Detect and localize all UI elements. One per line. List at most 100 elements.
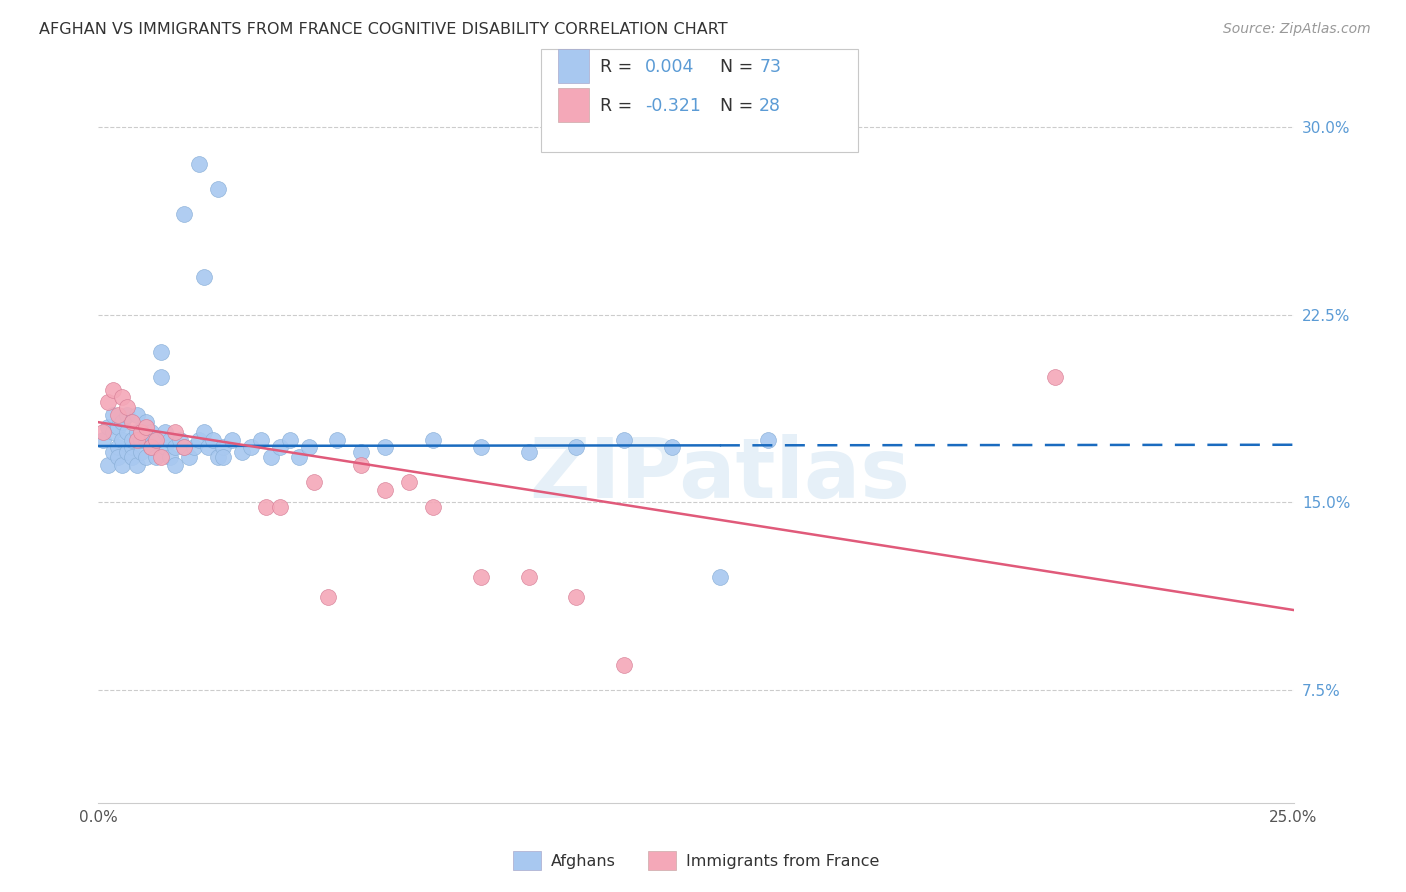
- Point: [139, 440, 162, 454]
- Point: [149, 345, 172, 359]
- Point: [183, 440, 205, 454]
- Point: [173, 440, 195, 454]
- Point: [125, 425, 148, 440]
- Point: [1043, 370, 1066, 384]
- Point: [565, 591, 588, 605]
- Point: [163, 440, 186, 454]
- Point: [107, 440, 129, 454]
- Point: [173, 440, 195, 454]
- Point: [259, 450, 281, 465]
- Point: [121, 450, 143, 465]
- Point: [169, 433, 191, 447]
- Point: [155, 440, 177, 454]
- Point: [101, 408, 124, 422]
- Point: [101, 425, 124, 440]
- Text: R =: R =: [600, 58, 638, 76]
- Text: ZIPatlas: ZIPatlas: [530, 434, 910, 515]
- Point: [298, 440, 321, 454]
- Point: [125, 458, 148, 472]
- Point: [125, 433, 148, 447]
- Point: [207, 450, 229, 465]
- Point: [139, 425, 162, 440]
- Point: [193, 425, 215, 440]
- Text: 73: 73: [759, 58, 782, 76]
- Point: [163, 425, 186, 440]
- Point: [350, 445, 373, 459]
- Point: [613, 658, 636, 673]
- Point: [398, 475, 420, 490]
- Point: [135, 420, 157, 434]
- Point: [131, 445, 153, 459]
- Text: N =: N =: [720, 97, 759, 115]
- Point: [422, 433, 444, 447]
- Point: [139, 440, 162, 454]
- Point: [155, 425, 177, 440]
- Point: [111, 433, 134, 447]
- Point: [159, 450, 181, 465]
- Point: [107, 450, 129, 465]
- Point: [159, 433, 181, 447]
- Point: [111, 390, 134, 404]
- Point: [350, 458, 373, 472]
- Point: [202, 433, 225, 447]
- Point: [250, 433, 273, 447]
- Point: [207, 182, 229, 196]
- Point: [115, 445, 138, 459]
- Point: [111, 415, 134, 429]
- Point: [211, 440, 233, 454]
- Point: [326, 433, 349, 447]
- Point: [145, 433, 167, 447]
- Point: [145, 450, 167, 465]
- Point: [91, 433, 114, 447]
- Point: [661, 440, 683, 454]
- Point: [240, 440, 263, 454]
- Point: [193, 270, 215, 285]
- Text: 28: 28: [759, 97, 782, 115]
- Point: [709, 570, 731, 584]
- Point: [115, 425, 138, 440]
- Point: [517, 445, 540, 459]
- Point: [135, 433, 157, 447]
- Point: [107, 408, 129, 422]
- Point: [149, 370, 172, 384]
- Point: [254, 500, 277, 515]
- Point: [115, 408, 138, 422]
- Point: [374, 440, 396, 454]
- Point: [131, 433, 153, 447]
- Point: [101, 445, 124, 459]
- Point: [470, 570, 492, 584]
- Point: [187, 433, 209, 447]
- Point: [121, 440, 143, 454]
- Text: AFGHAN VS IMMIGRANTS FROM FRANCE COGNITIVE DISABILITY CORRELATION CHART: AFGHAN VS IMMIGRANTS FROM FRANCE COGNITI…: [39, 22, 728, 37]
- Point: [470, 440, 492, 454]
- Point: [302, 475, 325, 490]
- Point: [121, 433, 143, 447]
- Point: [231, 445, 253, 459]
- Point: [131, 425, 153, 440]
- Point: [149, 450, 172, 465]
- Point: [613, 433, 636, 447]
- Text: -0.321: -0.321: [645, 97, 702, 115]
- Point: [97, 420, 120, 434]
- Point: [115, 400, 138, 414]
- Text: 0.004: 0.004: [645, 58, 695, 76]
- Point: [278, 433, 301, 447]
- Point: [316, 591, 339, 605]
- Point: [91, 425, 114, 440]
- Point: [517, 570, 540, 584]
- Legend: Afghans, Immigrants from France: Afghans, Immigrants from France: [506, 845, 886, 877]
- Point: [121, 415, 143, 429]
- Point: [211, 450, 233, 465]
- Point: [374, 483, 396, 497]
- Point: [269, 440, 291, 454]
- Point: [422, 500, 444, 515]
- Point: [269, 500, 291, 515]
- Point: [163, 458, 186, 472]
- Point: [221, 433, 243, 447]
- Text: R =: R =: [600, 97, 638, 115]
- Text: N =: N =: [720, 58, 759, 76]
- Point: [565, 440, 588, 454]
- Point: [135, 415, 157, 429]
- Point: [187, 157, 209, 171]
- Point: [145, 433, 167, 447]
